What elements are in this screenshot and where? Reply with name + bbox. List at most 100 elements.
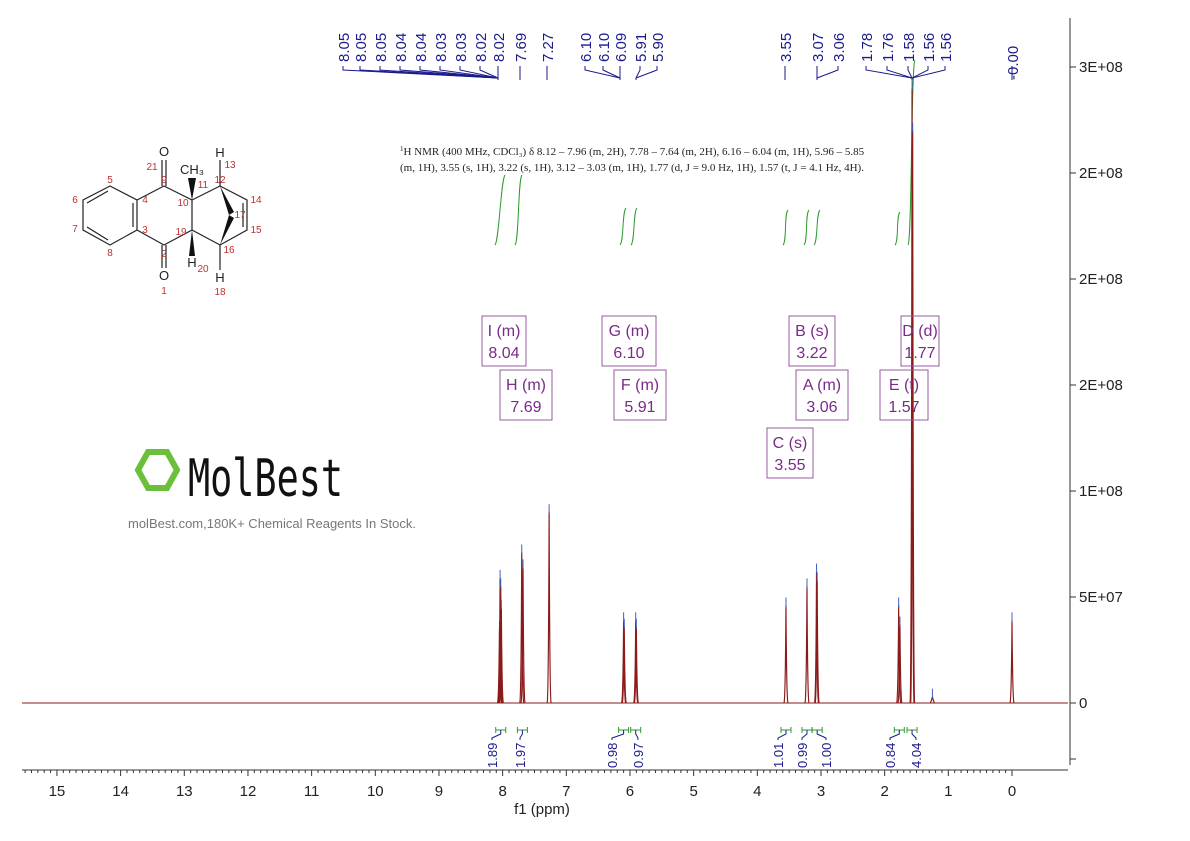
multiplet-letter: A (803, 377, 817, 394)
peak-label-text: 8.05 (336, 33, 353, 62)
integral-value: 0.98 (605, 743, 620, 768)
multiplet-box: B (s) 3.22 (788, 315, 836, 367)
x-tick-label: 0 (1008, 783, 1016, 800)
integral-tick (611, 730, 625, 740)
multiplet-letter: H (506, 377, 522, 394)
watermark: MolBest molBest.com,180K+ Chemical Reage… (128, 449, 416, 531)
x-tick-label: 11 (304, 783, 320, 800)
multiplet-shift: 7.69 (510, 399, 541, 416)
annotation-line-1: 1H NMR (400 MHz, CDCl₃) δ 8.12 – 7.96 (m… (400, 145, 865, 158)
multiplet-label: F (m) (621, 377, 659, 394)
peak-label-text: 1.58 (901, 33, 918, 62)
integral-tick (519, 730, 523, 740)
integral: 0.97 (630, 727, 646, 768)
multiplet-box: F (m) 5.91 (613, 369, 667, 421)
x-tick-label: 15 (49, 783, 66, 800)
integral-curve (514, 174, 523, 246)
peak-label-text: 8.02 (473, 33, 490, 62)
peak-label-text: 3.06 (831, 33, 848, 62)
atom-number: 11 (198, 180, 209, 191)
x-tick-label: 1 (944, 783, 952, 800)
atom-number: 2 (161, 249, 167, 260)
integral-curve (619, 207, 627, 246)
multiplet-frame (788, 315, 836, 367)
y-tick-label: 3E+08 (1079, 59, 1123, 76)
integral-value: 0.97 (631, 743, 646, 768)
peak-label-text: 6.10 (596, 33, 613, 62)
multiplet-frame (795, 369, 849, 421)
peak-label-text: 1.56 (921, 33, 938, 62)
peak-label-connector (635, 66, 658, 80)
atom-number: 13 (224, 160, 236, 171)
multiplet-label: D (d) (902, 323, 938, 340)
atom-number: 21 (146, 162, 158, 173)
x-tick-label: 13 (176, 783, 193, 800)
atom-number: 20 (197, 264, 209, 275)
integral-tick (816, 730, 827, 740)
atom-number: 14 (250, 195, 262, 206)
x-tick-label: 12 (240, 783, 257, 800)
atom-ch3: CH₃ (180, 162, 204, 177)
peak-label-text: 6.09 (613, 33, 630, 62)
x-tick-label: 7 (562, 783, 570, 800)
atom-o_top: O (159, 144, 169, 159)
peak-label-connector (816, 66, 839, 80)
multiplet-frame (900, 315, 940, 367)
multiplet-shift: 1.77 (904, 345, 935, 362)
peak-label-text: -0.00 (1005, 46, 1022, 80)
peak-label: -0.00 (1005, 46, 1022, 80)
peak-label-text: 7.69 (513, 33, 530, 62)
multiplet-shift: 8.04 (488, 345, 519, 362)
integral-value: 0.84 (883, 743, 898, 768)
multiplet-shift: 3.55 (774, 457, 805, 474)
multiplet-letter: D (902, 323, 918, 340)
annotation-line-2: (m, 1H), 3.55 (s, 1H), 3.22 (s, 1H), 3.1… (400, 162, 864, 174)
atom-number: 6 (72, 195, 78, 206)
multiplet-label: H (m) (506, 377, 546, 394)
peak-label: 5.90 (635, 33, 667, 80)
atom-h18: H (215, 270, 224, 285)
multiplet-shift: 3.06 (806, 399, 837, 416)
y-tick-label: 5E+07 (1079, 589, 1123, 606)
peak-label-text: 8.04 (393, 33, 410, 62)
multiplet-type: (t) (904, 377, 919, 394)
integral: 4.04 (906, 727, 924, 768)
watermark-tagline: molBest.com,180K+ Chemical Reagents In S… (128, 516, 416, 531)
integral-curve (813, 209, 821, 246)
multiplet-type: (d) (918, 323, 938, 340)
multiplet-shift: 5.91 (624, 399, 655, 416)
nmr-annotation: 1H NMR (400 MHz, CDCl₃) δ 8.12 – 7.96 (m… (400, 145, 865, 174)
multiplet-type: (m) (496, 323, 520, 340)
multiplet-letter: E (889, 377, 904, 394)
peak-label-text: 8.02 (491, 33, 508, 62)
watermark-brand: MolBest (188, 449, 343, 509)
x-tick-label: 9 (435, 783, 443, 800)
integral-curve (782, 209, 789, 246)
integral: 0.98 (605, 727, 630, 768)
integral: 1.00 (811, 727, 834, 768)
molecule-structure (82, 160, 248, 270)
integral: 0.99 (795, 727, 813, 768)
atom-number: 15 (250, 225, 262, 236)
peak-label-text: 8.03 (433, 33, 450, 62)
multiplet-letter: I (488, 323, 497, 340)
multiplet-type: (m) (625, 323, 649, 340)
multiplet-type: (m) (817, 377, 841, 394)
peak-label-text: 8.04 (413, 33, 430, 62)
x-tick-label: 14 (112, 783, 129, 800)
atom-number: 18 (214, 287, 226, 298)
x-tick-label: 5 (689, 783, 697, 800)
multiplet-label: A (m) (803, 377, 841, 394)
peak-label-text: 1.78 (859, 33, 876, 62)
multiplet-label: B (s) (795, 323, 829, 340)
atom-number: 1 (161, 286, 167, 297)
integral-curve (803, 209, 810, 246)
y-tick-label: 2E+08 (1079, 377, 1123, 394)
y-tick-label: 2E+08 (1079, 271, 1123, 288)
integral: 0.84 (883, 727, 905, 768)
peak-label-text: 5.90 (650, 33, 667, 62)
atom-number: 19 (175, 227, 187, 238)
peak-label-text: 7.27 (540, 33, 557, 62)
peak-label-connector (865, 66, 913, 80)
